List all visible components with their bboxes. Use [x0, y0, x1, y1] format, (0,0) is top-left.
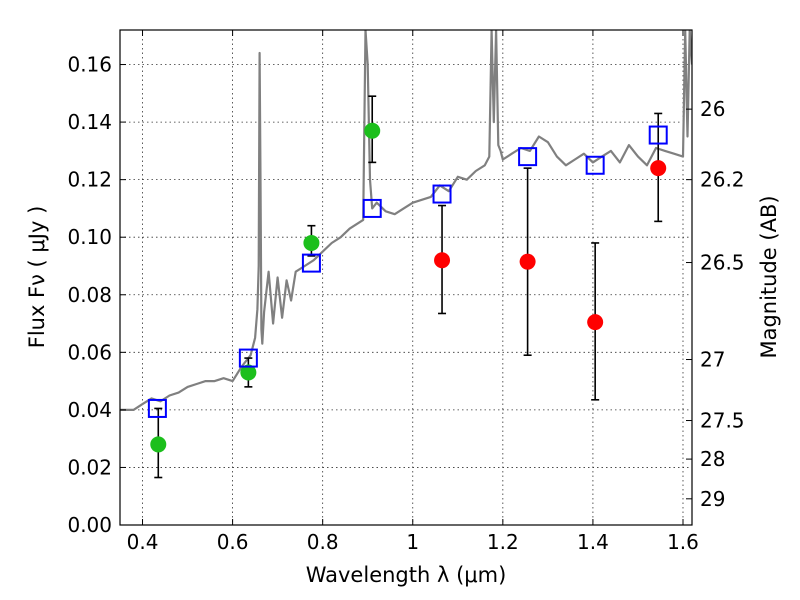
red-data-point	[434, 252, 451, 269]
y-tick-label: 0.04	[67, 398, 112, 422]
y2-tick-label: 26.5	[700, 251, 745, 275]
model-square-marker	[301, 253, 321, 273]
y2-tick-label: 26	[700, 97, 725, 121]
x-tick-label: 0.8	[307, 530, 339, 554]
x-tick-label: 1.2	[487, 530, 519, 554]
red-data-point	[519, 253, 536, 270]
y-tick-label: 0.16	[67, 53, 112, 77]
y-tick-label: 0.06	[67, 340, 112, 364]
model-square-marker	[147, 398, 167, 418]
x-tick-label: 1.6	[667, 530, 699, 554]
red-data-point	[650, 160, 667, 177]
y2-axis-ticks: 26 26.2 26.5 27 27.5 28 29	[686, 97, 745, 511]
model-square-marker	[648, 125, 668, 145]
model-square-marker	[432, 184, 452, 204]
spectrum-series	[120, 30, 692, 411]
green-data-point	[240, 364, 257, 381]
y2-tick-label: 27	[700, 348, 725, 372]
x-tick-label: 1	[406, 530, 419, 554]
model-square-marker	[518, 147, 538, 167]
red-data-point	[587, 314, 604, 331]
green-data-point	[364, 122, 381, 139]
y-tick-label: 0.02	[67, 455, 112, 479]
y-tick-label: 0.14	[67, 110, 112, 134]
model-square-marker	[585, 155, 605, 175]
y2-tick-label: 28	[700, 447, 725, 471]
y-axis-ticks: 0.00 0.02 0.04 0.06 0.08 0.10 0.12 0.14 0.16	[67, 53, 126, 537]
x-tick-label: 0.4	[127, 530, 159, 554]
model-square-marker	[362, 198, 382, 218]
y2-tick-label: 27.5	[700, 409, 745, 433]
x-tick-label: 0.6	[217, 530, 249, 554]
y-tick-label: 0.00	[67, 513, 112, 537]
y2-tick-label: 26.2	[700, 168, 745, 192]
y2-axis-label: Magnitude (AB)	[757, 195, 781, 358]
y2-tick-label: 29	[700, 487, 725, 511]
plot-frame	[119, 29, 693, 526]
error-bars	[154, 95, 663, 479]
y-tick-label: 0.10	[67, 225, 112, 249]
x-axis-label: Wavelength λ (μm)	[306, 563, 507, 587]
green-data-point	[303, 234, 320, 251]
y-tick-label: 0.08	[67, 283, 112, 307]
data-markers	[147, 122, 668, 453]
green-data-point	[150, 436, 167, 453]
spectrum-line	[120, 30, 692, 411]
grid	[120, 30, 692, 525]
x-axis-ticks: 0.4 0.6 0.8 1 1.2 1.4 1.6	[127, 30, 699, 554]
model-square-marker	[238, 348, 258, 368]
x-tick-label: 1.4	[577, 530, 609, 554]
y-axis-label: Flux Fν ( μJy )	[25, 206, 49, 349]
y-tick-label: 0.12	[67, 168, 112, 192]
